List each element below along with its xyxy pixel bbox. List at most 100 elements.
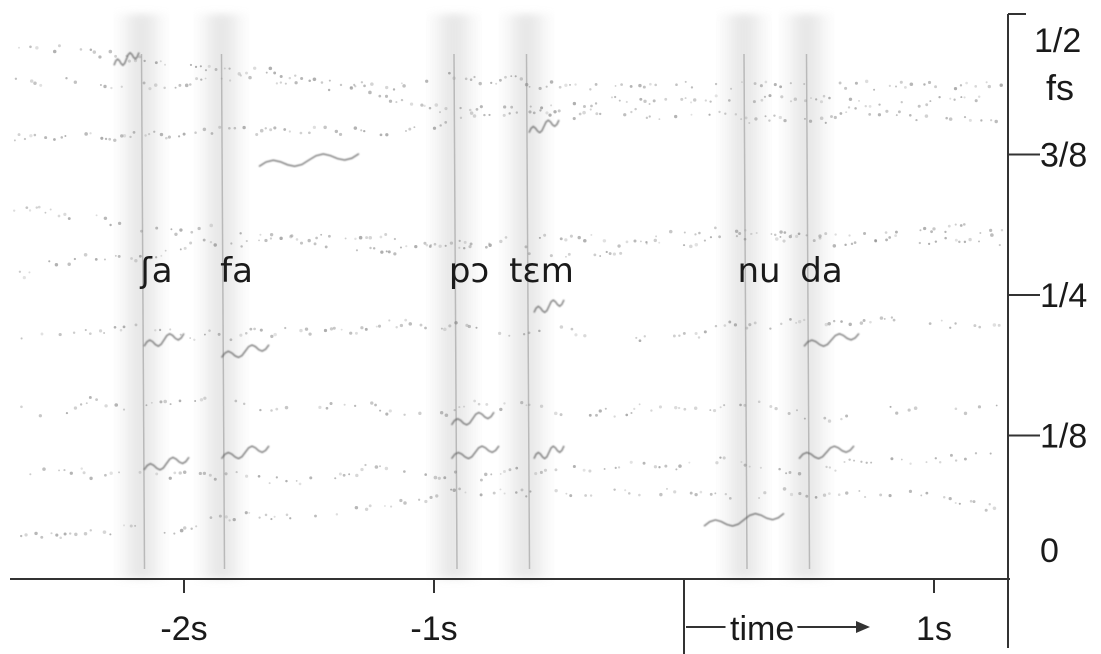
spectral-speckle <box>413 126 416 129</box>
spectral-speckle <box>240 245 243 248</box>
spectral-speckle <box>803 417 806 420</box>
spectral-speckle <box>295 480 298 482</box>
burst-core-line <box>525 53 531 570</box>
spectral-speckle <box>208 329 211 332</box>
spectral-speckle <box>463 246 466 250</box>
spectral-speckle <box>780 95 784 99</box>
spectral-speckle <box>773 114 776 117</box>
spectral-speckle <box>65 77 68 80</box>
spectral-speckle <box>179 228 183 232</box>
spectral-speckle <box>258 516 261 519</box>
spectral-speckle <box>709 100 712 103</box>
spectral-speckle <box>934 85 938 89</box>
spectral-speckle <box>889 405 892 408</box>
spectral-speckle <box>80 467 83 470</box>
spectral-speckle <box>199 398 204 402</box>
spectral-speckle <box>63 212 67 216</box>
spectral-speckle <box>850 242 854 246</box>
spectral-speckle <box>654 83 657 87</box>
spectral-speckle <box>120 134 124 138</box>
spectral-speckle <box>189 337 192 339</box>
spectral-speckle <box>677 406 681 410</box>
spectral-speckle <box>463 240 467 244</box>
spectral-speckle <box>748 323 752 327</box>
spectrogram-plot-area <box>13 14 1004 579</box>
spectral-speckle <box>584 494 587 497</box>
spectral-speckle <box>590 233 593 236</box>
y-tick-label: 1/2 <box>1034 22 1081 60</box>
spectral-speckle <box>490 81 493 85</box>
spectral-speckle <box>437 476 441 480</box>
spectral-speckle <box>420 103 424 107</box>
spectral-speckle <box>840 320 843 323</box>
spectral-speckle <box>425 79 429 83</box>
spectral-speckle <box>504 236 508 239</box>
spectral-speckle <box>13 139 16 142</box>
spectral-speckle <box>783 231 787 234</box>
spectral-speckle <box>943 495 946 499</box>
spectral-speckle <box>885 109 889 113</box>
spectral-speckle <box>868 112 872 116</box>
spectral-speckle <box>148 133 151 136</box>
spectral-speckle <box>954 501 957 504</box>
spectral-speckle <box>825 465 828 469</box>
spectral-speckle <box>903 85 907 89</box>
spectral-speckle <box>963 96 966 99</box>
spectral-speckle <box>795 234 799 238</box>
spectral-speckle <box>728 496 732 500</box>
spectral-speckle <box>895 85 898 88</box>
spectral-speckle <box>883 317 886 320</box>
spectral-speckle <box>210 132 214 135</box>
spectral-speckle <box>242 402 246 406</box>
spectral-speckle <box>630 411 633 415</box>
spectral-speckle <box>845 491 849 495</box>
spectral-speckle <box>919 229 922 232</box>
spectral-speckle <box>468 108 472 112</box>
spectral-speckle <box>374 403 377 407</box>
spectral-speckle <box>843 461 846 464</box>
spectral-speckle <box>773 233 777 237</box>
spectral-speckle <box>110 86 113 90</box>
spectral-speckle <box>155 226 159 230</box>
syllable-label: ʃa <box>139 251 172 291</box>
spectral-speckle <box>469 111 474 115</box>
spectral-speckle <box>79 48 83 51</box>
spectral-speckle <box>405 129 407 132</box>
spectral-speckle <box>944 236 947 240</box>
spectral-speckle <box>433 475 438 480</box>
spectral-speckle <box>740 460 743 464</box>
spectral-speckle <box>810 97 812 100</box>
spectral-speckle <box>613 415 616 418</box>
spectral-speckle <box>264 238 268 243</box>
spectral-speckle <box>377 324 382 328</box>
spectral-speckle <box>949 97 952 100</box>
spectral-speckle <box>815 98 818 101</box>
spectral-speckle <box>284 326 287 330</box>
spectral-speckle <box>339 83 343 87</box>
spectral-speckle <box>833 115 837 120</box>
syllable-label: tɛm <box>509 251 574 291</box>
spectral-speckle <box>932 227 936 231</box>
spectral-speckle <box>789 82 792 85</box>
spectral-speckle <box>167 135 171 139</box>
spectral-speckle <box>510 105 514 109</box>
spectral-speckle <box>342 473 346 477</box>
spectral-speckle <box>17 133 21 137</box>
spectral-speckle <box>268 482 271 485</box>
spectral-speckle <box>990 119 993 122</box>
spectral-speckle <box>458 406 461 409</box>
spectral-speckle <box>994 119 998 124</box>
spectral-speckle <box>74 532 78 537</box>
spectral-speckle <box>664 464 668 468</box>
spectral-speckle <box>113 325 117 329</box>
spectral-speckle <box>432 126 437 130</box>
spectral-speckle <box>444 107 448 111</box>
formant-segment <box>143 332 185 348</box>
spectral-speckle <box>194 65 198 68</box>
spectral-speckle <box>483 113 486 117</box>
spectral-speckle <box>230 242 233 245</box>
spectral-speckle <box>948 117 953 121</box>
spectral-speckle <box>619 251 623 255</box>
spectral-speckle <box>744 229 747 232</box>
spectral-speckle <box>603 468 606 470</box>
